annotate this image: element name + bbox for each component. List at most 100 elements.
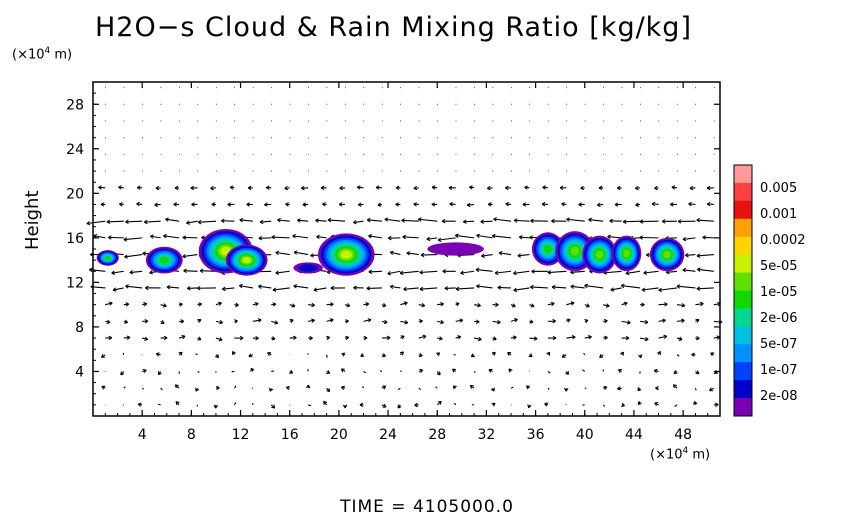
wind-vector-head: [316, 234, 320, 240]
wind-vector-head: [359, 402, 364, 408]
wind-vector: [297, 219, 309, 222]
colorbar: 0.005 0.001 0.0002 5e-05 1e-05 2e-06 5e-07 1e-0…: [733, 164, 806, 417]
wind-vector-head: [637, 401, 642, 406]
colorbar-swatch: [734, 236, 752, 256]
wind-vector-head: [111, 270, 116, 275]
wind-vector-head: [126, 335, 131, 340]
x-tick-label: 44: [625, 427, 643, 443]
wind-vector: [473, 371, 476, 373]
wind-vector: [271, 320, 278, 324]
wind-vector: [674, 404, 678, 408]
wind-vector-head: [86, 220, 91, 226]
wind-vector: [157, 403, 161, 406]
wind-vector: [384, 218, 401, 222]
wind-vector: [363, 370, 367, 374]
wind-vector: [293, 285, 309, 289]
wind-vector: [368, 235, 382, 239]
wind-vector-head: [496, 319, 501, 325]
wind-vector: [474, 304, 481, 307]
wind-vector: [215, 302, 222, 306]
wind-vector-head: [403, 301, 408, 306]
wind-vector: [437, 303, 444, 306]
wind-vector-head: [658, 287, 663, 293]
wind-vector: [547, 302, 555, 306]
wind-vector: [513, 270, 530, 274]
wind-vector-head: [179, 302, 183, 307]
wind-vector-head: [475, 267, 480, 273]
wind-vector: [200, 270, 216, 272]
wind-vector: [476, 285, 493, 289]
wind-vector-head: [367, 318, 372, 323]
wind-vector-head: [580, 185, 584, 191]
wind-vector-head: [137, 402, 142, 407]
wind-vector-head: [142, 368, 147, 374]
wind-vector: [517, 254, 530, 257]
wind-vector-head: [476, 284, 480, 289]
wind-vector-head: [101, 385, 106, 390]
wind-vector: [390, 251, 401, 256]
x-tick-label: 24: [379, 427, 397, 443]
wind-vector-head: [183, 268, 187, 274]
wind-vector-head: [689, 185, 694, 191]
wind-vector-head: [691, 352, 695, 357]
wind-vector: [353, 220, 364, 224]
wind-vector-head: [158, 371, 162, 376]
wind-vector-head: [508, 368, 513, 373]
wind-vector-head: [285, 202, 289, 207]
wind-vector-head: [469, 185, 473, 190]
wind-vector-head: [330, 302, 334, 307]
wind-vector-head: [681, 318, 685, 323]
wind-vector-head: [198, 302, 202, 307]
wind-vector-head: [672, 384, 677, 389]
wind-vector-head: [617, 386, 621, 391]
wind-vector-head: [635, 185, 639, 191]
wind-vector: [688, 203, 696, 206]
wind-vector-head: [340, 385, 345, 391]
wind-vector: [480, 220, 493, 223]
wind-vector: [552, 286, 567, 289]
wind-vector-head: [419, 368, 424, 374]
wind-vector-head: [239, 217, 244, 223]
wind-vector-head: [559, 185, 564, 190]
wind-vector-head: [136, 201, 140, 207]
wind-vector-head: [267, 352, 272, 357]
wind-vector-head: [292, 234, 296, 239]
wind-vector-head: [441, 218, 446, 224]
time-label: TIME = 4105000.0: [340, 497, 514, 517]
wind-vector: [400, 302, 408, 306]
x-tick-label: 32: [477, 427, 495, 443]
wind-vector: [125, 285, 143, 289]
wind-vector-head: [695, 335, 700, 341]
wind-vector: [239, 285, 253, 289]
wind-vector-head: [695, 318, 700, 323]
wind-vector: [597, 203, 604, 206]
wind-vector-head: [326, 335, 331, 341]
wind-vector-head: [258, 284, 262, 289]
wind-vector: [178, 335, 186, 339]
wind-vector: [233, 402, 237, 406]
wind-vector-head: [699, 301, 704, 307]
wind-vector-head: [108, 301, 113, 306]
wind-vector-head: [403, 286, 407, 292]
wind-vector-head: [681, 303, 686, 308]
wind-vector-head: [395, 202, 399, 207]
wind-vector: [570, 285, 585, 289]
wind-vector-head: [255, 335, 259, 341]
colorbar-swatch: [734, 398, 752, 417]
wind-vector-head: [491, 351, 496, 356]
wind-vector-head: [413, 202, 417, 207]
y-tick-label: 28: [66, 97, 84, 113]
colorbar-label: 1e-05: [760, 285, 798, 300]
wind-vector-head: [326, 369, 331, 374]
cloud-contour: [427, 242, 484, 256]
wind-vector-head: [375, 185, 380, 190]
colorbar-label: 0.005: [760, 181, 797, 196]
wind-vector: [258, 285, 272, 289]
wind-vector-head: [182, 235, 187, 240]
x-tick-label: 4: [138, 427, 147, 443]
wind-vector: [519, 236, 530, 239]
wind-vector-head: [155, 352, 160, 357]
wind-vector: [307, 404, 312, 407]
colorbar-swatch: [734, 254, 752, 274]
wind-vector-head: [382, 385, 387, 390]
